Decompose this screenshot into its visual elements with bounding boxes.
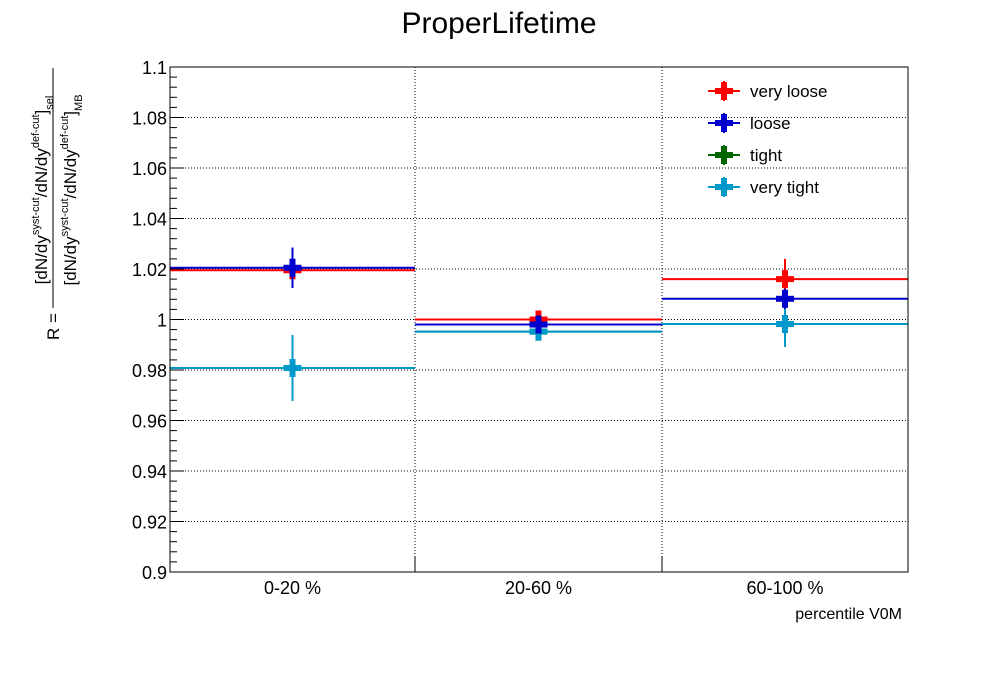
marker [782,289,788,308]
legend-entry: very loose [708,81,827,101]
marker [782,315,788,334]
y-tick-label: 1 [157,311,167,331]
marker [289,358,296,377]
chart-title: ProperLifetime [401,7,596,40]
x-tick-label: 60-100 % [746,578,823,598]
series-loose [170,247,908,334]
y-label-numerator: [dN/dysyst-cut/dN/dydef-cut]sel [30,96,56,285]
marker [535,315,542,334]
legend-label: very tight [750,178,819,197]
y-tick-label: 1.04 [132,210,167,230]
legend-label: loose [750,114,791,133]
axes: 0.9 0.92 0.94 0.96 0.98 1 1.02 1.04 1.06 1.08 1.1 0… [132,58,824,598]
legend-entry: very tight [708,177,819,197]
legend-marker [721,114,727,132]
y-tick-label: 0.98 [132,361,167,381]
legend-label: tight [750,146,782,165]
legend-marker [721,82,727,100]
x-axis-label: percentile V0M [795,606,902,623]
legend-marker [721,146,727,164]
legend-entry: loose [708,113,791,133]
data-series [170,247,908,401]
marker [782,270,788,289]
y-tick-label: 1.08 [132,109,167,129]
y-tick-label: 0.96 [132,412,167,432]
y-label-denominator: [dN/dysyst-cut/dN/dydef-cut]MB [59,94,85,285]
y-tick-label: 1.06 [132,159,167,179]
y-tick-label: 1.02 [132,260,167,280]
legend-entry: tight [708,145,782,165]
y-tick-label: 0.9 [142,563,167,583]
marker [289,258,296,277]
y-axis-label: R = [dN/dysyst-cut/dN/dydef-cut]sel[dN/dy… [30,68,85,340]
legend: very loose loose tight very tight [708,81,827,197]
y-label-prefix: R = [44,313,63,340]
y-tick-label: 1.1 [142,58,167,78]
x-tick-label: 0-20 % [264,578,321,598]
y-tick-label: 0.94 [132,462,167,482]
legend-marker [721,178,727,196]
x-tick-label: 20-60 % [505,578,572,598]
legend-label: very loose [750,82,827,101]
y-tick-label: 0.92 [132,513,167,533]
